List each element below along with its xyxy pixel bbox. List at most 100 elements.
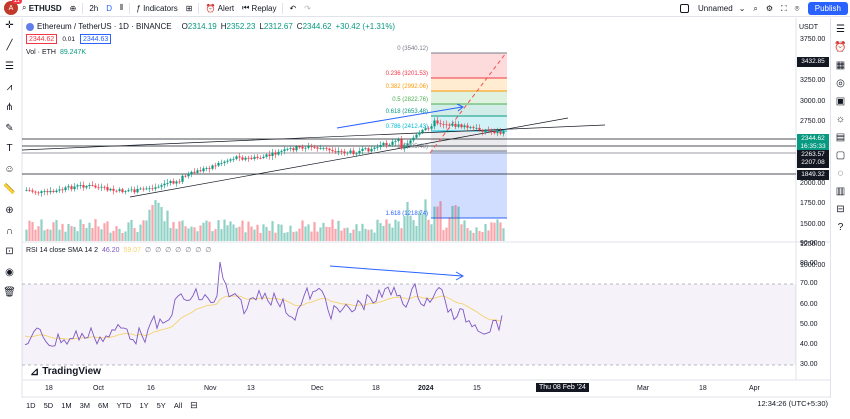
redo-button[interactable]: ↷	[300, 0, 315, 17]
timeframe-button[interactable]: 5D	[43, 401, 54, 410]
candle-body	[337, 150, 340, 153]
candle-body	[268, 154, 271, 156]
volume-bar	[163, 221, 166, 241]
timeframe-button[interactable]: All	[173, 401, 183, 410]
trash-icon[interactable]: 🗑	[3, 287, 16, 299]
candle-body	[109, 188, 112, 191]
bell-icon[interactable]: ◌	[837, 167, 844, 179]
candle-body	[271, 152, 274, 156]
candle-body	[421, 129, 424, 133]
hotlist-icon[interactable]: ◎	[836, 77, 845, 89]
currency-label[interactable]: USDT	[799, 24, 819, 31]
date-range-icon[interactable]: ⊟	[190, 400, 198, 410]
lock-icon[interactable]: ⊡	[5, 246, 14, 258]
tradingview-logo[interactable]: ⊿ TradingView	[30, 365, 101, 378]
camera-icon[interactable]: ⌾	[794, 3, 800, 13]
pattern-icon[interactable]: ⩘	[6, 81, 13, 93]
horizontal-lines-icon[interactable]: ☰	[5, 60, 14, 72]
trendline-icon[interactable]: ╱	[6, 40, 13, 52]
crosshair-icon[interactable]: ✛	[5, 19, 14, 31]
right-sidebar: ☰ ⏰ ▦ ◎ ▣ ☼ ▤ ▢ ◌ ▥ ⊟ ?	[830, 18, 850, 398]
trend-line	[129, 117, 569, 198]
alerts-icon[interactable]: ⏰	[834, 41, 847, 53]
screener-icon[interactable]: ▥	[835, 185, 846, 197]
compare-button[interactable]: ⊕	[66, 0, 81, 17]
projection-icon[interactable]: ⋔	[5, 102, 14, 114]
zoom-icon[interactable]: ⊕	[5, 204, 14, 216]
help-icon[interactable]: ?	[837, 221, 844, 233]
volume-bar	[169, 227, 172, 241]
volume-bar	[454, 205, 457, 241]
watchlist-icon[interactable]: ☰	[836, 23, 845, 35]
interval-button[interactable]: 2h	[89, 3, 99, 13]
symbol-search[interactable]: ⌕ ETHUSD	[18, 0, 66, 17]
ideas-icon[interactable]: ☼	[835, 113, 846, 125]
text-icon[interactable]: T	[6, 143, 13, 155]
brush-icon[interactable]: ✎	[5, 122, 14, 134]
volume-bar	[211, 231, 214, 241]
candle-body	[409, 140, 412, 144]
timeframe-button[interactable]: 1Y	[139, 401, 149, 410]
chart-style-button[interactable]: ⫴	[116, 0, 127, 17]
volume-bar	[106, 221, 109, 241]
layout-checkbox[interactable]	[680, 4, 689, 13]
volume-bar	[283, 232, 286, 241]
timeframe-button[interactable]: 1M	[61, 401, 72, 410]
magnet-icon[interactable]: ∩	[5, 225, 14, 237]
candle-body	[106, 187, 109, 191]
fib-zone	[431, 78, 507, 91]
undo-button[interactable]: ↶	[285, 0, 300, 17]
eye-icon[interactable]: ◉	[5, 266, 14, 278]
replay-button[interactable]: ⏮ Replay	[238, 0, 280, 17]
volume-bar	[472, 232, 475, 241]
chevron-down-icon[interactable]: ⌄	[738, 4, 746, 13]
news-icon[interactable]: ▤	[835, 131, 846, 143]
change-value: +30.42 (+1.31%)	[335, 22, 396, 31]
search-icon[interactable]: ⌕	[753, 3, 758, 13]
clock-label[interactable]: 12:34:26 (UTC+5:30)	[757, 399, 828, 408]
chat-icon[interactable]: ▢	[835, 149, 846, 161]
candle-body	[385, 142, 388, 146]
candle-body	[448, 124, 451, 126]
sell-button[interactable]: 2344.62	[26, 34, 58, 44]
high-value: 2352.23	[226, 22, 256, 31]
time-axis-label: 2024	[418, 385, 434, 392]
timeframe-button[interactable]: YTD	[116, 401, 132, 410]
timeframe-button[interactable]: 5Y	[156, 401, 166, 410]
rsi-label[interactable]: RSI 14 close SMA 14 2	[26, 246, 98, 254]
data-window-icon[interactable]: ▦	[835, 59, 846, 71]
chart-title[interactable]: Ethereum / TetherUS · 1D · BINANCE	[37, 22, 172, 31]
candle-body	[175, 181, 178, 184]
candle-body	[439, 123, 442, 125]
volume-bar	[265, 226, 268, 241]
volume-bar	[403, 216, 406, 241]
chart-type-button[interactable]: D	[102, 0, 116, 17]
ruler-icon[interactable]: 📏	[3, 184, 16, 196]
volume-bar	[421, 213, 424, 241]
fullscreen-icon[interactable]: ⛶	[781, 3, 787, 13]
timeframe-button[interactable]: 1D	[26, 401, 36, 410]
volume-bar	[268, 230, 271, 241]
pine-icon[interactable]: ⊟	[836, 203, 845, 215]
layout-name[interactable]: Unnamed	[698, 4, 733, 13]
volume-bar	[25, 229, 28, 241]
fib-zone	[431, 104, 507, 116]
emoji-icon[interactable]: ☺	[4, 163, 15, 175]
gear-icon[interactable]: ⚙	[765, 4, 774, 13]
candle-body	[130, 189, 133, 191]
timeframe-button[interactable]: 3M	[79, 401, 91, 410]
buy-button[interactable]: 2344.63	[79, 34, 112, 44]
volume-bar	[223, 219, 226, 241]
volume-bar	[439, 201, 442, 241]
calendar-icon[interactable]: ▣	[835, 95, 846, 107]
avatar[interactable]: A 11	[4, 0, 22, 15]
rsi-axis-label: 80.00	[800, 260, 818, 268]
alert-button[interactable]: ⏰ Alert	[201, 0, 238, 17]
indicators-button[interactable]: ƒ Indicators	[132, 0, 181, 17]
templates-button[interactable]: ⊞	[182, 0, 197, 17]
candles-icon: ⫴	[120, 3, 124, 12]
publish-button[interactable]: Publish	[807, 2, 848, 15]
candle-body	[304, 147, 307, 149]
timeframe-button[interactable]: 6M	[98, 401, 109, 410]
